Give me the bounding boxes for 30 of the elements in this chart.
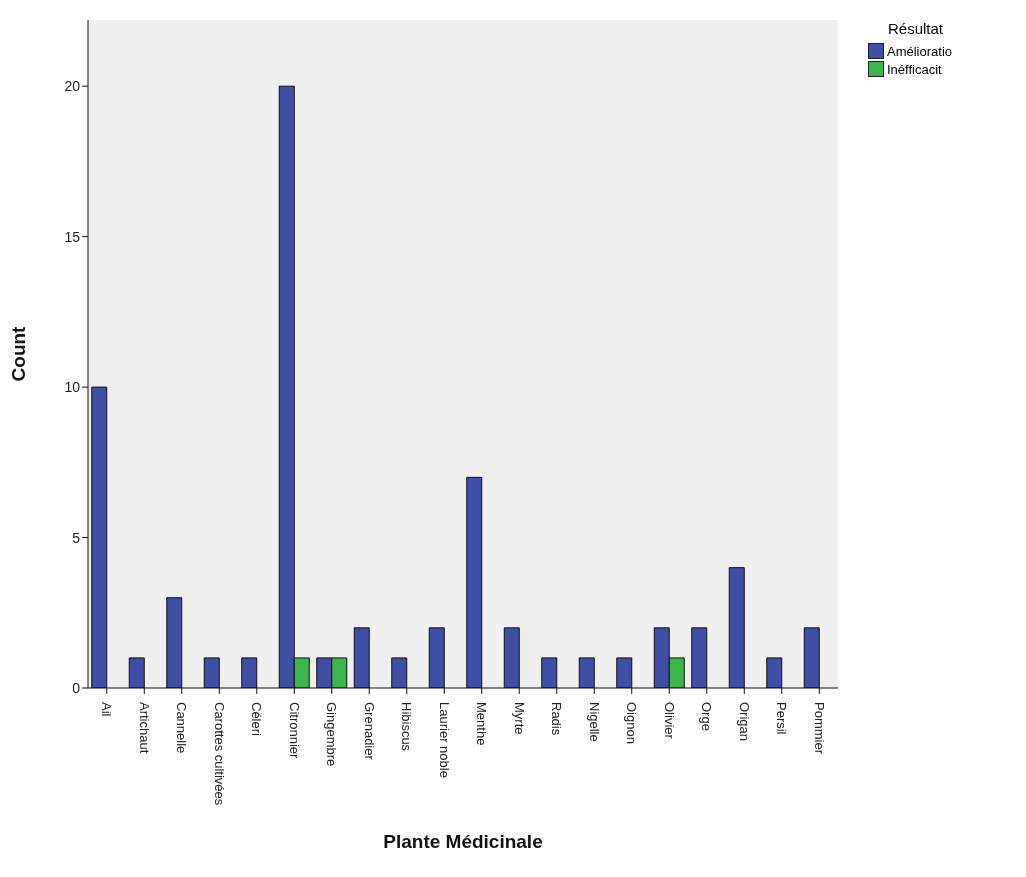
x-tick-label: Orge: [699, 702, 715, 731]
x-tick-label: Hibiscus: [399, 702, 415, 752]
x-tick-label: Origan: [736, 702, 752, 742]
x-tick-label: Cannelle: [174, 702, 190, 754]
x-tick-label: Citronnier: [286, 702, 302, 760]
y-tick-label: 10: [64, 379, 81, 396]
x-tick-label: Grenadier: [361, 702, 377, 761]
x-tick-label: Céleri: [249, 702, 265, 737]
y-tick-label: 15: [64, 228, 81, 245]
legend-label: Inéfficacit: [886, 61, 943, 77]
x-tick-label: Persil: [774, 702, 790, 735]
y-tick-label: 0: [72, 679, 81, 696]
x-tick-label: Radis: [549, 702, 565, 736]
x-tick-label: Laurier noble: [436, 702, 452, 778]
x-tick-label: Carottes cultivées: [211, 702, 227, 806]
x-tick-label: Pommier: [811, 702, 827, 755]
y-axis-title: Count: [7, 325, 29, 382]
x-tick-label: Olivier: [661, 702, 677, 740]
y-tick-label: 5: [72, 529, 81, 546]
x-tick-label: Ail: [99, 702, 115, 717]
y-tick-label: 20: [64, 78, 81, 95]
x-tick-label: Artichaut: [136, 702, 152, 754]
x-tick-label: Gingembre: [324, 702, 340, 767]
legend-label: Amélioratio: [886, 43, 954, 59]
x-tick-label: Oignon: [624, 702, 640, 744]
x-axis-title: Plante Médicinale: [383, 831, 543, 852]
x-tick-label: Myrte: [511, 702, 527, 735]
x-tick-label: Nigelle: [586, 702, 602, 742]
x-tick-label: Menthe: [474, 702, 490, 746]
legend-title: Résultat: [888, 20, 945, 37]
